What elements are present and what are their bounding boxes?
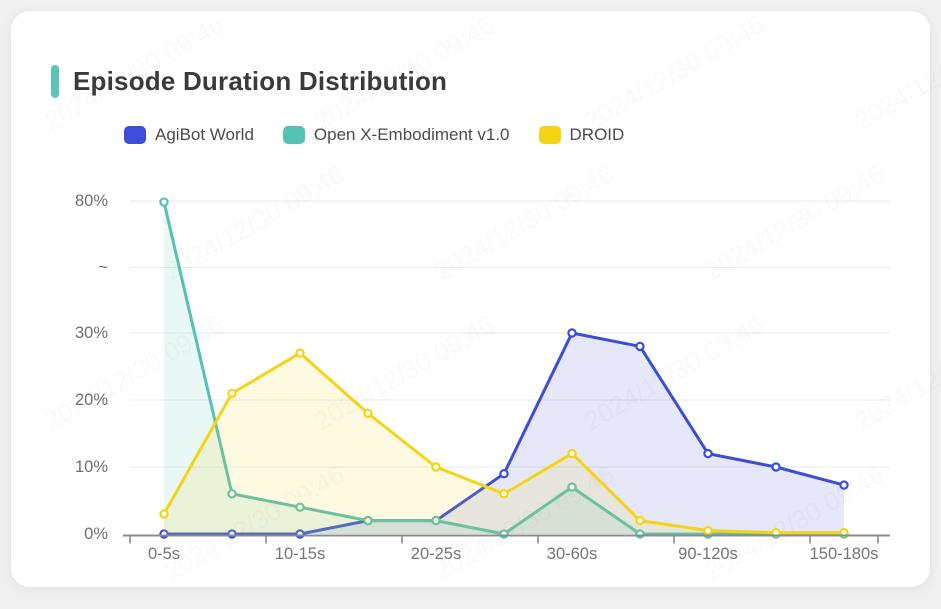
title-accent-bar	[51, 65, 59, 98]
chart-legend: AgiBot World Open X-Embodiment v1.0 DROID	[124, 125, 624, 145]
legend-label: Open X-Embodiment v1.0	[313, 125, 510, 144]
data-point[interactable]	[703, 525, 713, 536]
data-point[interactable]	[227, 388, 237, 398]
legend-swatch-icon	[124, 126, 146, 144]
timestamp-watermark: 2024/12/30 09:46	[39, 11, 229, 136]
x-axis-label: 30-60s	[547, 545, 597, 563]
legend-label: DROID	[569, 125, 625, 144]
data-point[interactable]	[363, 515, 373, 526]
data-point[interactable]	[499, 489, 509, 499]
data-point[interactable]	[159, 197, 169, 207]
series-area-droid	[164, 353, 844, 534]
data-point[interactable]	[839, 480, 849, 490]
data-point[interactable]	[227, 489, 237, 499]
x-axis-label: 90-120s	[678, 545, 738, 563]
data-point[interactable]	[295, 502, 305, 512]
data-point[interactable]	[431, 515, 441, 526]
episode-duration-line-chart: 2024/12/30 09:46 2024/12/30 09:46 2024/12/…	[39, 11, 941, 586]
legend-item-open-x-embodiment-v1-0[interactable]: Open X-Embodiment v1.0	[282, 125, 510, 145]
timestamp-watermark: 2024/12/30 09:46	[579, 11, 769, 136]
x-axis-label: 0-5s	[148, 545, 180, 563]
series-area-agibot-world	[164, 333, 844, 534]
timestamp-watermark: 2024/12/30 09:46	[309, 11, 499, 136]
chart-card: Episode Duration Distribution AgiBot Wor…	[10, 10, 941, 588]
legend-swatch-icon	[538, 126, 561, 144]
data-point[interactable]	[703, 448, 713, 459]
title-row: Episode Duration Distribution	[51, 65, 447, 98]
data-point[interactable]	[159, 509, 169, 519]
data-point[interactable]	[295, 348, 305, 358]
data-point[interactable]	[499, 469, 509, 479]
data-point[interactable]	[771, 462, 781, 472]
data-point[interactable]	[567, 482, 577, 492]
y-axis-label: 10%	[75, 458, 108, 476]
x-axis-label: 10-15s	[275, 545, 325, 563]
chart-title: Episode Duration Distribution	[73, 66, 448, 96]
data-point[interactable]	[431, 462, 441, 472]
x-axis-label: 20-25s	[411, 545, 461, 563]
legend-item-agibot-world[interactable]: AgiBot World	[124, 125, 254, 145]
data-point[interactable]	[635, 515, 645, 526]
data-point[interactable]	[635, 341, 645, 352]
y-axis-label: 20%	[75, 391, 108, 409]
data-point[interactable]	[363, 408, 373, 419]
data-point[interactable]	[567, 328, 577, 338]
series-area-open-x-embodiment-v1-0	[164, 202, 844, 534]
x-axis-label: 150-180s	[810, 545, 879, 563]
legend-label: AgiBot World	[155, 125, 254, 144]
timestamp-watermark: 2024/12/30 09:46	[849, 11, 941, 136]
timestamp-watermark: 2024/12/30 09:46	[849, 309, 941, 436]
legend-item-droid[interactable]: DROID	[538, 125, 625, 145]
y-axis-break-symbol: ~	[98, 259, 108, 277]
y-axis-label: 80%	[75, 192, 108, 210]
legend-swatch-icon	[282, 126, 305, 144]
y-axis-label: 30%	[75, 324, 108, 342]
data-point[interactable]	[567, 448, 577, 459]
y-axis-label: 0%	[84, 525, 108, 543]
